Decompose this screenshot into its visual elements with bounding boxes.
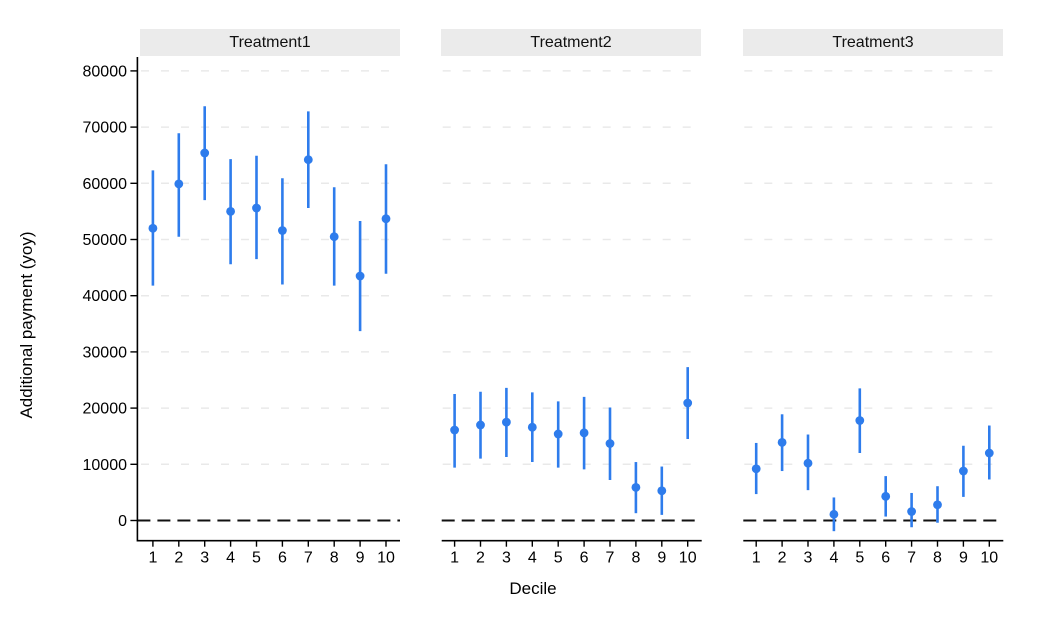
x-tick-label: 4 xyxy=(528,550,537,567)
y-tick-label: 20000 xyxy=(83,401,128,418)
x-tick-label: 9 xyxy=(356,550,365,567)
estimate-dot xyxy=(605,439,615,448)
estimate-dot xyxy=(148,223,158,233)
estimate-dot xyxy=(450,425,459,435)
x-tick-label: 8 xyxy=(933,550,942,567)
y-tick-label: 70000 xyxy=(83,120,128,137)
x-tick-label: 5 xyxy=(855,550,864,567)
y-tick-label: 80000 xyxy=(83,63,128,80)
x-tick-label: 7 xyxy=(606,550,615,567)
x-tick-label: 1 xyxy=(450,550,459,567)
panel-header-treatment2: Treatment2 xyxy=(441,29,701,56)
x-tick-label: 7 xyxy=(304,550,313,567)
estimate-dot xyxy=(855,416,865,425)
estimate-dot xyxy=(933,500,942,510)
estimate-dot xyxy=(751,464,761,474)
x-tick-label: 6 xyxy=(580,550,589,567)
y-tick-label: 60000 xyxy=(83,176,128,193)
x-tick-label: 6 xyxy=(278,550,287,567)
y-tick-label: 10000 xyxy=(83,457,128,474)
estimate-dot xyxy=(683,398,693,408)
estimate-dot xyxy=(355,271,365,281)
estimate-dot xyxy=(553,429,563,439)
x-tick-label: 2 xyxy=(174,550,183,567)
x-tick-label: 5 xyxy=(252,550,261,567)
x-tick-label: 9 xyxy=(959,550,968,567)
x-tick-label: 5 xyxy=(554,550,563,567)
x-tick-label: 6 xyxy=(881,550,890,567)
y-tick-label: 0 xyxy=(118,513,127,530)
estimate-dot xyxy=(303,155,313,165)
estimate-dot xyxy=(907,507,916,516)
estimate-dot xyxy=(476,420,485,430)
x-tick-label: 4 xyxy=(226,550,235,567)
x-tick-label: 8 xyxy=(631,550,640,567)
x-tick-label: 8 xyxy=(330,550,339,567)
panel-header-treatment1: Treatment1 xyxy=(140,29,400,56)
estimate-dot xyxy=(174,179,184,189)
estimate-dot xyxy=(329,232,339,242)
y-tick-label: 50000 xyxy=(83,232,128,249)
estimate-dot xyxy=(252,203,261,213)
estimate-dot xyxy=(381,214,391,224)
panel-title: Treatment2 xyxy=(530,33,612,51)
estimate-dot xyxy=(502,417,511,427)
x-tick-label: 7 xyxy=(907,550,916,567)
estimate-dot xyxy=(631,482,641,492)
x-tick-label: 2 xyxy=(476,550,485,567)
panel-title: Treatment3 xyxy=(832,33,914,51)
x-axis-title: Decile xyxy=(509,579,557,598)
x-tick-label: 2 xyxy=(778,550,787,567)
estimate-dot xyxy=(657,486,667,496)
estimate-dot xyxy=(527,422,537,432)
estimate-dot xyxy=(959,466,968,476)
x-tick-label: 10 xyxy=(679,550,697,567)
x-tick-label: 1 xyxy=(752,550,761,567)
panel-title: Treatment1 xyxy=(229,33,311,51)
x-tick-label: 1 xyxy=(148,550,157,567)
y-tick-label: 30000 xyxy=(83,344,128,361)
estimate-dot xyxy=(803,458,813,468)
x-tick-label: 4 xyxy=(829,550,838,567)
panel-header-treatment3: Treatment3 xyxy=(743,29,1003,56)
estimate-dot xyxy=(226,207,236,216)
y-tick-label: 40000 xyxy=(83,288,128,305)
estimate-dot xyxy=(984,448,994,458)
x-tick-label: 3 xyxy=(804,550,813,567)
estimate-dot xyxy=(278,226,287,235)
estimate-dot xyxy=(881,491,891,501)
x-tick-label: 9 xyxy=(657,550,666,567)
x-tick-label: 3 xyxy=(200,550,209,567)
x-tick-label: 3 xyxy=(502,550,511,567)
estimate-dot xyxy=(579,428,589,438)
x-tick-label: 10 xyxy=(377,550,395,567)
estimate-dot xyxy=(829,509,839,519)
estimate-dot xyxy=(777,437,787,447)
x-tick-label: 10 xyxy=(980,550,998,567)
estimate-dot xyxy=(200,148,210,158)
